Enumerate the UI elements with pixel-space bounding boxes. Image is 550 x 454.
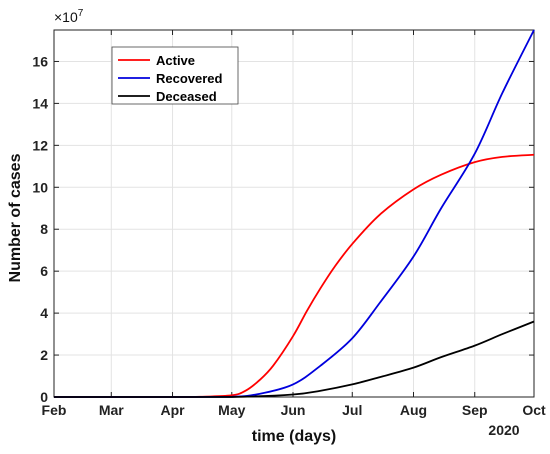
y-tick-label: 2 bbox=[40, 347, 48, 363]
y-tick-label: 0 bbox=[40, 389, 48, 405]
y-tick-label: 16 bbox=[32, 53, 48, 69]
x-tick-label: May bbox=[218, 402, 245, 418]
x-tick-label: Aug bbox=[400, 402, 427, 418]
series-line-deceased bbox=[54, 320, 535, 398]
grid-lines bbox=[53, 30, 535, 398]
y-tick-label: 6 bbox=[40, 263, 48, 279]
x-tick-label: Apr bbox=[160, 402, 185, 418]
y-tick-label: 8 bbox=[40, 221, 48, 237]
legend-box bbox=[111, 46, 239, 105]
x-tick-label: Mar bbox=[99, 402, 124, 418]
x-tick-label: Oct bbox=[522, 402, 546, 418]
year-label: 2020 bbox=[488, 422, 519, 438]
y-multiplier-base: ×10 bbox=[54, 9, 78, 25]
legend-label-deceased: Deceased bbox=[156, 89, 217, 104]
y-tick-label: 10 bbox=[32, 179, 48, 195]
x-tick-label: Jul bbox=[342, 402, 362, 418]
series-layer bbox=[54, 29, 535, 398]
legend-label-active: Active bbox=[156, 53, 195, 68]
y-multiplier-exponent: 7 bbox=[78, 8, 84, 19]
x-axis-label: time (days) bbox=[252, 428, 336, 445]
x-tick-label: Sep bbox=[462, 402, 488, 418]
x-tick-label: Jun bbox=[281, 402, 306, 418]
y-multiplier-label: ×107 bbox=[54, 8, 84, 25]
legend: Active Recovered Deceased bbox=[111, 46, 239, 105]
y-axis-label: Number of cases bbox=[7, 153, 24, 282]
y-tick-label: 12 bbox=[32, 137, 48, 153]
y-tick-label: 4 bbox=[40, 305, 48, 321]
axis-ticks: Feb Mar Apr May Jun Jul Aug Sep Oct 0 2 4 6 8 10 12 14 16 bbox=[32, 30, 546, 418]
y-tick-label: 14 bbox=[32, 95, 48, 111]
plot-area-frame bbox=[53, 29, 535, 398]
legend-label-recovered: Recovered bbox=[156, 71, 223, 86]
x-tick-label: Feb bbox=[42, 402, 67, 418]
